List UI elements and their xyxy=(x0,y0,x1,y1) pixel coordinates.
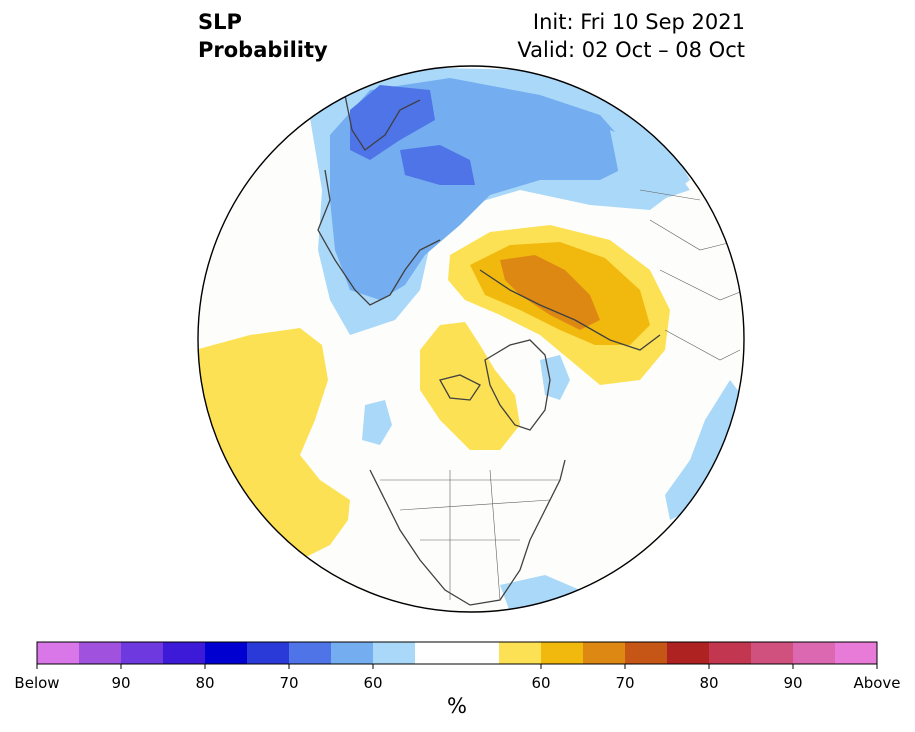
colorbar-tick-label: 70 xyxy=(615,674,635,692)
above-light-arctic-canada xyxy=(420,322,520,450)
map-fills xyxy=(198,66,744,612)
map-title: SLP Probability xyxy=(198,8,328,64)
colorbar-cell xyxy=(205,642,248,664)
colorbar xyxy=(36,641,878,669)
colorbar-cell xyxy=(37,642,80,664)
coast-europe xyxy=(317,169,441,306)
colorbar-cell xyxy=(625,642,668,664)
colorbar-cell xyxy=(331,642,374,664)
colorbar-cell xyxy=(541,642,584,664)
colorbar-cell xyxy=(415,642,458,664)
border-lines-east xyxy=(639,189,744,361)
colorbar-cell xyxy=(583,642,626,664)
colorbar-cell xyxy=(835,642,878,664)
colorbar-cell xyxy=(289,642,332,664)
border-lines-america xyxy=(380,469,560,601)
colorbar-tick-label: Below xyxy=(14,674,60,692)
map-boundary xyxy=(197,65,745,613)
colorbar-cell xyxy=(163,642,206,664)
valid-range: Valid: 02 Oct – 08 Oct xyxy=(517,38,745,62)
borders xyxy=(380,189,744,601)
colorbar-ticks xyxy=(36,664,878,669)
colorbar-cell xyxy=(79,642,122,664)
colorbar-cells xyxy=(37,642,878,664)
probability-map xyxy=(197,65,745,613)
colorbar-tick-label: 80 xyxy=(699,674,719,692)
coast-north-america xyxy=(369,459,566,606)
colorbar-cell xyxy=(373,642,416,664)
colorbar-cell xyxy=(457,642,500,664)
colorbar-tick-label: 60 xyxy=(531,674,551,692)
colorbar-cell xyxy=(499,642,542,664)
colorbar-cell xyxy=(793,642,836,664)
colorbar-cell xyxy=(667,642,710,664)
variable-label: SLP xyxy=(198,10,242,34)
coast-siberia xyxy=(479,269,661,351)
colorbar-frame xyxy=(36,641,878,665)
init-date: Init: Fri 10 Sep 2021 xyxy=(532,10,745,34)
coastlines xyxy=(317,94,661,606)
colorbar-tick-label: 60 xyxy=(363,674,383,692)
colorbar-unit: % xyxy=(447,694,467,718)
colorbar-cell xyxy=(121,642,164,664)
above-strong-siberia xyxy=(500,255,600,330)
above-light-pacific xyxy=(198,328,350,560)
colorbar-cell xyxy=(247,642,290,664)
below-light-alaska xyxy=(362,400,392,445)
coast-greenland xyxy=(484,339,551,431)
below-light-east xyxy=(610,130,690,200)
product-label: Probability xyxy=(198,38,328,62)
colorbar-tick-label: Above xyxy=(853,674,901,692)
below-light-pacific xyxy=(665,380,744,520)
colorbar-cell xyxy=(751,642,794,664)
colorbar-cell xyxy=(709,642,752,664)
forecast-period: Init: Fri 10 Sep 2021 Valid: 02 Oct – 08… xyxy=(517,8,745,64)
colorbar-tick-label: 80 xyxy=(195,674,215,692)
colorbar-tick-label: 70 xyxy=(279,674,299,692)
coast-scandinavia xyxy=(344,94,421,151)
coast-arctic-islands xyxy=(439,374,481,401)
colorbar-tick-label: 90 xyxy=(111,674,131,692)
below-strong-russia xyxy=(400,145,475,185)
colorbar-tick-label: 90 xyxy=(783,674,803,692)
